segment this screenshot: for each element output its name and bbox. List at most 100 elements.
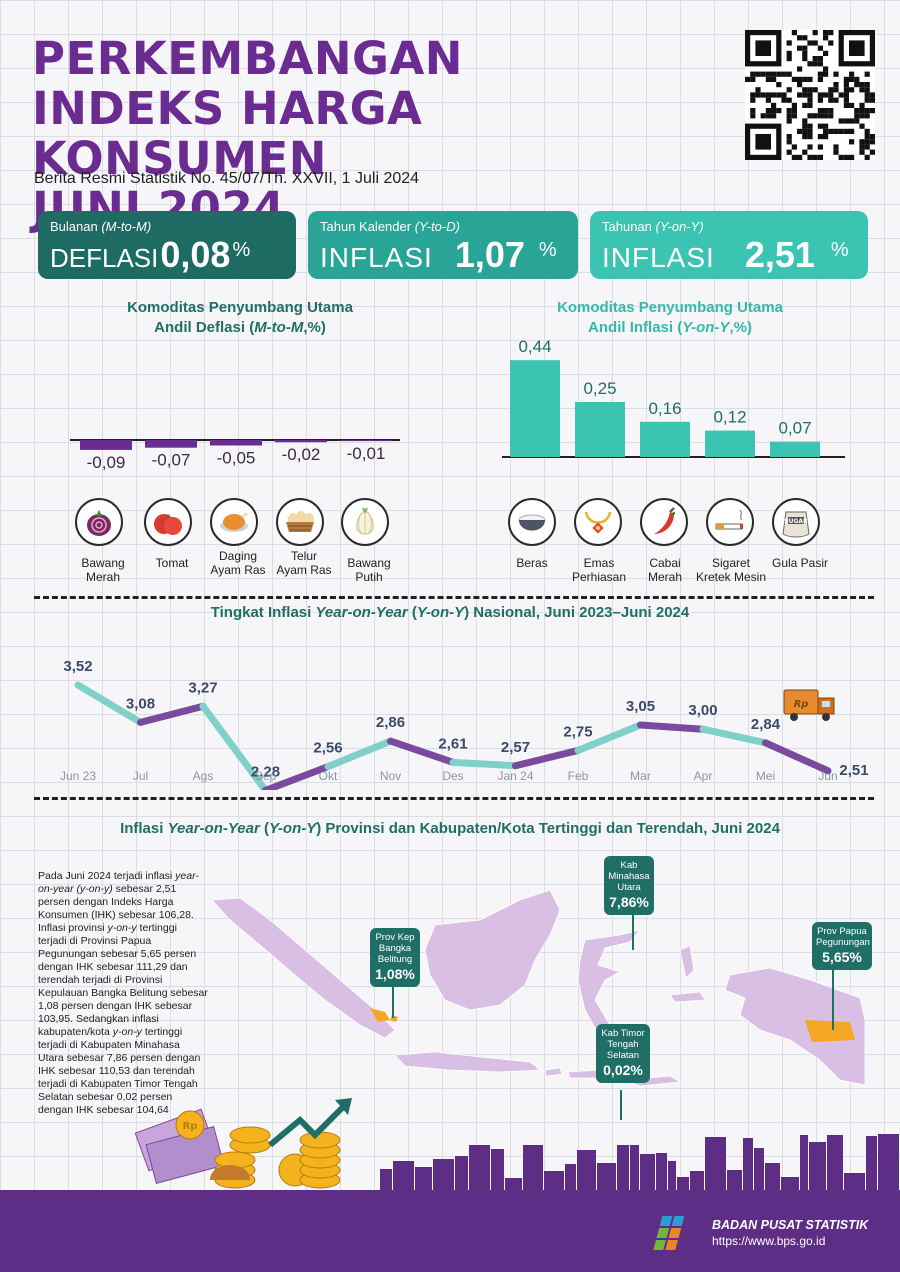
x-tick-label: Mei (756, 769, 775, 783)
rice-bowl-icon (508, 498, 556, 546)
deflasi-bar-chart: -0,09 -0,07 -0,05 -0,02 -0,01 (70, 439, 400, 472)
deflasi-section-title: Komoditas Penyumbang Utama Andil Deflasi… (60, 298, 420, 338)
divider-2 (34, 797, 874, 800)
line-segment (387, 737, 457, 766)
deflasi-bar-label: -0,02 (282, 445, 321, 464)
line-point-label: 2,75 (563, 723, 592, 740)
deflasi-bar (210, 440, 262, 446)
papua-pegunungan-highlight (805, 1020, 855, 1042)
x-tick-label: Mar (630, 769, 651, 783)
deflasi-bar-label: -0,07 (152, 451, 191, 470)
sugar-sack-icon: SUGAR (772, 498, 820, 546)
kpi-yoy-value: 2,51 (744, 234, 815, 275)
label-beras: Beras (516, 556, 548, 570)
line-chart-title: Tingkat Inflasi Year-on-Year (Y-on-Y) Na… (210, 604, 690, 621)
gold-jewelry-icon (574, 498, 622, 546)
footer-bar (0, 1190, 900, 1272)
deflasi-bar (275, 440, 327, 443)
deflasi-bar-label: -0,05 (217, 449, 256, 468)
x-tick-label: Des (442, 769, 463, 783)
line-point-label: 3,05 (626, 698, 655, 715)
kpi-monthly-unit: % (232, 239, 251, 261)
title-line-2: INDEKS HARGA KONSUMEN (32, 82, 423, 185)
inflasi-title-i: Y-on-Y (682, 319, 730, 336)
line-point-label: 2,28 (251, 763, 280, 780)
inflasi-bar (705, 430, 755, 457)
city-skyline (380, 1134, 899, 1192)
inflasi-section-title: Komoditas Penyumbang Utama Andil Inflasi… (480, 298, 860, 338)
x-tick-label: Jan 24 (497, 769, 533, 783)
qr-code-icon[interactable] (745, 30, 875, 160)
kpi-yoy-unit: % (830, 239, 849, 261)
inflasi-bar-chart: 0,44 0,25 0,16 0,12 0,07 (502, 337, 845, 458)
label-daging-ayam: Daging Ayam Ras (210, 549, 266, 577)
footer-brand: BADAN PUSAT STATISTIK (712, 1218, 869, 1232)
bps-logo-icon (653, 1216, 685, 1250)
bangka-belitung-highlight (370, 1008, 398, 1022)
x-tick-label: Jun 23 (60, 769, 96, 783)
label-bawang-putih: Bawang Putih (347, 556, 391, 584)
kpi-monthly-label-en: (M-to-M) (101, 219, 152, 234)
line-point-label: 2,51 (839, 762, 868, 779)
label-emas: Emas Perhiasan (571, 556, 627, 584)
line-point-label: 3,08 (126, 695, 155, 712)
kpi-yoy: Tahunan (Y-on-Y) INFLASI 2,51 % (590, 211, 868, 279)
x-tick-label: Okt (319, 769, 338, 783)
inflasi-bar-label: 0,44 (518, 337, 551, 356)
inflasi-bar (510, 360, 560, 457)
label-sigaret: Sigaret Kretek Mesin (695, 556, 767, 584)
commodity-gula: SUGAR (772, 498, 820, 546)
line-segment (262, 763, 332, 790)
line-point-label: 2,57 (501, 739, 530, 756)
deflasi-bar-label: -0,09 (87, 453, 126, 472)
line-point-label: 2,86 (376, 714, 405, 731)
onion-icon (75, 498, 123, 546)
kpi-monthly-word: DEFLASI (50, 243, 159, 273)
line-segment (74, 681, 144, 726)
map-title: Inflasi Year-on-Year (Y-on-Y) Provinsi d… (120, 820, 780, 837)
callout-papua-pegunungan: Prov Papua Pegunungan 5,65% (812, 922, 872, 970)
cigarette-icon (706, 498, 754, 546)
line-point-label: 2,84 (751, 716, 781, 733)
callout-timor-tengah-selatan: Kab Timor Tengah Selatan 0,02% (596, 1024, 650, 1083)
garlic-icon (341, 498, 389, 546)
inflasi-title-a: Andil Inflasi ( (588, 319, 683, 336)
narrative-text: Pada Juni 2024 terjadi inflasi year-on-y… (38, 870, 208, 1116)
commodity-sigaret (706, 498, 754, 546)
line-point-label: 3,52 (63, 658, 92, 675)
commodity-bawang-merah (75, 498, 131, 546)
commodity-telur (276, 498, 332, 546)
kpi-ytd: Tahun Kalender (Y-to-D) INFLASI 1,07 % (308, 211, 578, 279)
page-title: PERKEMBANGAN INDEKS HARGA KONSUMEN JUNI … (32, 34, 732, 234)
inflasi-bar-label: 0,12 (713, 408, 746, 427)
eggs-icon (276, 498, 324, 546)
line-segment (324, 737, 394, 771)
label-gula: Gula Pasir (771, 556, 829, 570)
deflasi-bar (145, 440, 197, 448)
deflasi-title-i: M-to-M (254, 319, 304, 336)
line-segment (637, 721, 707, 733)
line-segment (449, 758, 519, 770)
commodity-cabai (640, 498, 688, 546)
line-segment (699, 725, 769, 747)
inflasi-bar-label: 0,16 (648, 399, 681, 418)
label-tomat: Tomat (155, 556, 189, 570)
line-point-label: 2,56 (313, 740, 342, 757)
truck-tag: Rp (794, 699, 809, 710)
coin-tag: Rp (183, 1121, 198, 1132)
chili-icon (640, 498, 688, 546)
kpi-monthly-value: 0,08 (160, 234, 231, 275)
kpi-yoy-word: INFLASI (602, 242, 715, 273)
footer-url-link[interactable]: https://www.bps.go.id (712, 1234, 826, 1248)
kpi-ytd-word: INFLASI (320, 242, 433, 273)
x-tick-label: Jun (818, 769, 837, 783)
callout-minahasa-utara: Kab Minahasa Utara 7,86% (604, 856, 654, 915)
commodity-bawang-putih (341, 498, 397, 546)
tomato-icon (144, 498, 192, 546)
deflasi-title-b: ,%) (303, 319, 326, 336)
kpi-ytd-label-en: (Y-to-D) (414, 219, 460, 234)
x-tick-label: Nov (380, 769, 401, 783)
truck-icon: Rp (783, 689, 835, 721)
line-segment (574, 721, 644, 754)
